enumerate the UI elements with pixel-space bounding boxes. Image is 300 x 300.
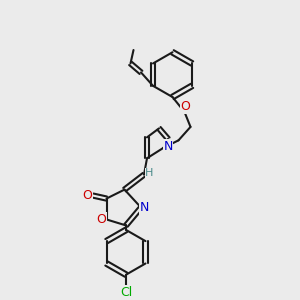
Text: Cl: Cl bbox=[120, 286, 132, 298]
Text: O: O bbox=[96, 213, 106, 226]
Text: O: O bbox=[83, 189, 92, 202]
Text: N: N bbox=[140, 201, 149, 214]
Text: N: N bbox=[163, 140, 173, 153]
Text: O: O bbox=[180, 100, 190, 113]
Text: H: H bbox=[145, 168, 154, 178]
